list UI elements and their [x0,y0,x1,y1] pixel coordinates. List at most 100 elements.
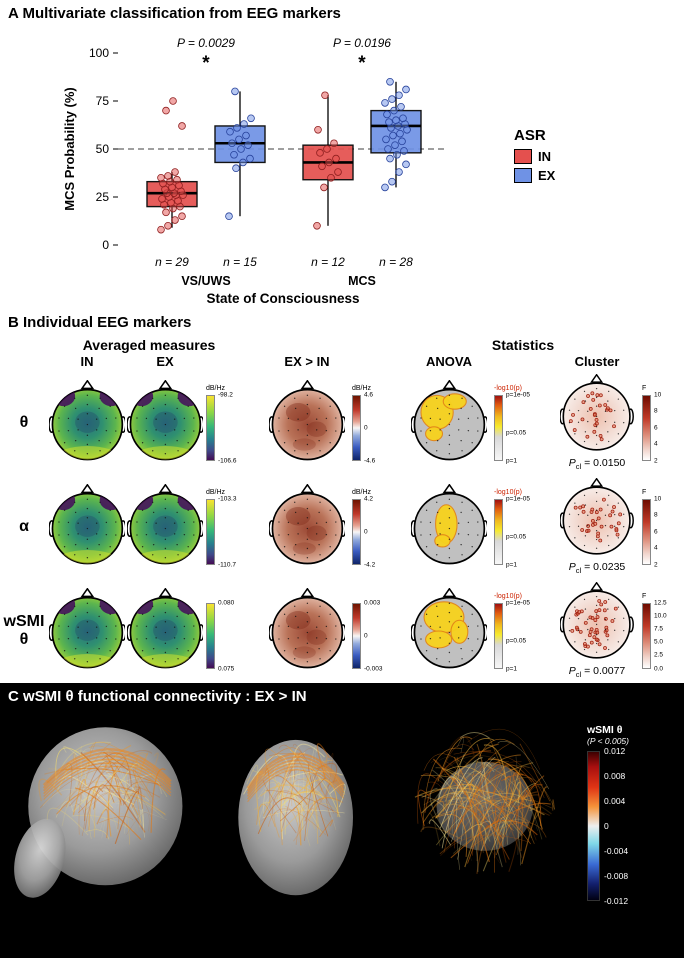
diff-gradient-bar [352,394,361,461]
topomap-ex-gt-in [264,475,350,579]
colorbar-tick: 0 [364,632,368,639]
svg-text:n = 12: n = 12 [311,255,345,269]
colorbar-body: 0.080 0.075 [206,599,250,672]
colorbar-tick: -103.3 [218,495,237,502]
topomap-anova [410,587,488,668]
colorbar-tick: -98.2 [218,391,233,398]
panel-c: C wSMI θ functional connectivity : EX > … [0,682,684,958]
topomap-grid: Averaged measures Statistics IN EX EX > IN AN… [0,333,684,683]
colorbar-tick: 0.0 [654,665,664,672]
colorbar-tick: 5.0 [654,638,664,646]
colorbar-avg: 0.080 0.075 [204,579,250,683]
colorbar-tick: 4.2 [364,495,374,502]
colorbar-unit: dB/Hz [206,488,226,496]
colorbar-tick: p=0.05 [506,429,527,437]
col-header-in: IN [80,354,94,369]
colorbar-unit: -log10(p) [494,384,523,392]
topomap-in [48,371,126,475]
p-cluster-sub: cl [575,670,582,680]
svg-text:P = 0.0029: P = 0.0029 [177,36,235,50]
colorbar-tick: 2 [654,457,658,464]
header-averaged-measures: Averaged measures [82,336,216,353]
cluster-gradient-bar [642,394,651,461]
colorbar-subtitle: (P < 0.005) [587,735,629,746]
topomap-ex-gt-in [264,579,350,683]
colorbar-body: 0.012 0.008 0.004 0 -0.004 -0.008 -0.012 [587,746,659,906]
colorbar-tick: 7.5 [654,625,664,633]
anova-gradient-bar [494,394,503,461]
c-colorbar-tick: 0.012 [604,745,626,756]
colorbar-body: 10 8 6 4 2 [642,391,684,464]
colorbar-body: 10 8 6 4 2 [642,495,684,568]
colorbar-unit: F [642,384,647,392]
colorbar-tick: 0 [364,528,368,535]
svg-text:n = 29: n = 29 [155,255,189,269]
panel-b: B Individual EEG markers Averaged measur… [0,309,684,682]
diff-gradient-bar [352,602,361,669]
colorbar-unit: F [642,592,647,600]
topomap-in [48,579,126,683]
colorbar-unit: F [642,488,647,496]
p-cluster-value: = 0.0077 [581,664,626,677]
c-colorbar-tick: -0.004 [604,845,629,856]
topomap-diff [268,587,346,668]
brain-renders: wSMI θ (P < 0.005) 0.012 0.008 0.004 0 -0.00… [0,706,684,918]
topomap-avg [48,483,126,564]
p-cluster-value: = 0.0150 [581,456,626,469]
topomap-ex [126,579,204,683]
panel-a: A Multivariate classification from EEG m… [0,0,684,309]
asr-legend: ASR IN EX [514,127,555,187]
col-header-ex: EX [156,354,174,369]
colorbar-body: 0.003 0 -0.003 [352,599,396,672]
colorbar-diff: dB/Hz 4.2 0 -4.2 [350,475,396,579]
topomap-avg [126,587,204,668]
boxplot-area: 0 25 50 75 100 MCS Probability (%) n = 29 n = 1… [0,23,684,309]
colorbar-anova: -log10(p) p=1e-05 p=0.05 p=1 [492,579,544,683]
colorbar-unit: dB/Hz [352,384,372,392]
colorbar-tick: 4.6 [364,391,374,398]
avg-gradient-bar [206,394,215,461]
topomap-cluster [560,581,634,659]
colorbar-cluster: F 10 8 6 4 2 [640,475,684,579]
anova-gradient-bar [494,602,503,669]
colorbar-gradient [587,750,600,901]
c-colorbar-tick: 0.008 [604,770,626,781]
brain-lateral-view [14,726,183,898]
cluster-gradient-bar [642,602,651,669]
colorbar-unit: -log10(p) [494,592,523,600]
topomap-ex-gt-in [264,371,350,475]
col-header-anova: ANOVA [426,354,472,369]
svg-text:100: 100 [89,46,109,60]
topomap-avg [48,379,126,460]
topomap-ex [126,371,204,475]
panel-b-title: B Individual EEG markers [8,314,192,332]
colorbar-tick: -110.7 [218,561,236,568]
topomap-anova [406,475,492,579]
col-header-cluster: Cluster [574,354,620,369]
topomap-ex [126,475,204,579]
p-cluster-sub: cl [575,462,582,472]
topomap-anova [406,579,492,683]
colorbar-tick: p=1 [506,665,518,672]
topomap-cluster: Pcl = 0.0077 [554,579,640,683]
connectivity-colorbar: wSMI θ (P < 0.005) 0.012 0.008 0.004 0 -0.00… [587,724,659,906]
colorbar-cluster: F 10 8 6 4 2 [640,371,684,475]
avg-gradient-bar [206,602,215,669]
colorbar-tick: 12.5 [654,599,667,606]
colorbar-avg: dB/Hz -98.2 -106.6 [204,371,250,475]
legend-label-in: IN [538,149,551,165]
topomap-diff [268,483,346,564]
col-header-ex-in: EX > IN [284,354,330,369]
colorbar-unit: dB/Hz [352,488,372,496]
colorbar-tick: 8 [654,407,658,415]
legend-item-in: IN [514,149,555,165]
p-cluster-base: P [568,456,576,469]
colorbar-tick: 0 [364,424,368,431]
c-colorbar-tick: -0.008 [604,870,629,881]
colorbar-tick: 6 [654,424,658,431]
colorbar-tick: 2 [654,561,658,568]
topomap-avg [126,483,204,564]
p-cluster-base: P [568,664,576,677]
p-cluster-sub: cl [575,566,582,576]
